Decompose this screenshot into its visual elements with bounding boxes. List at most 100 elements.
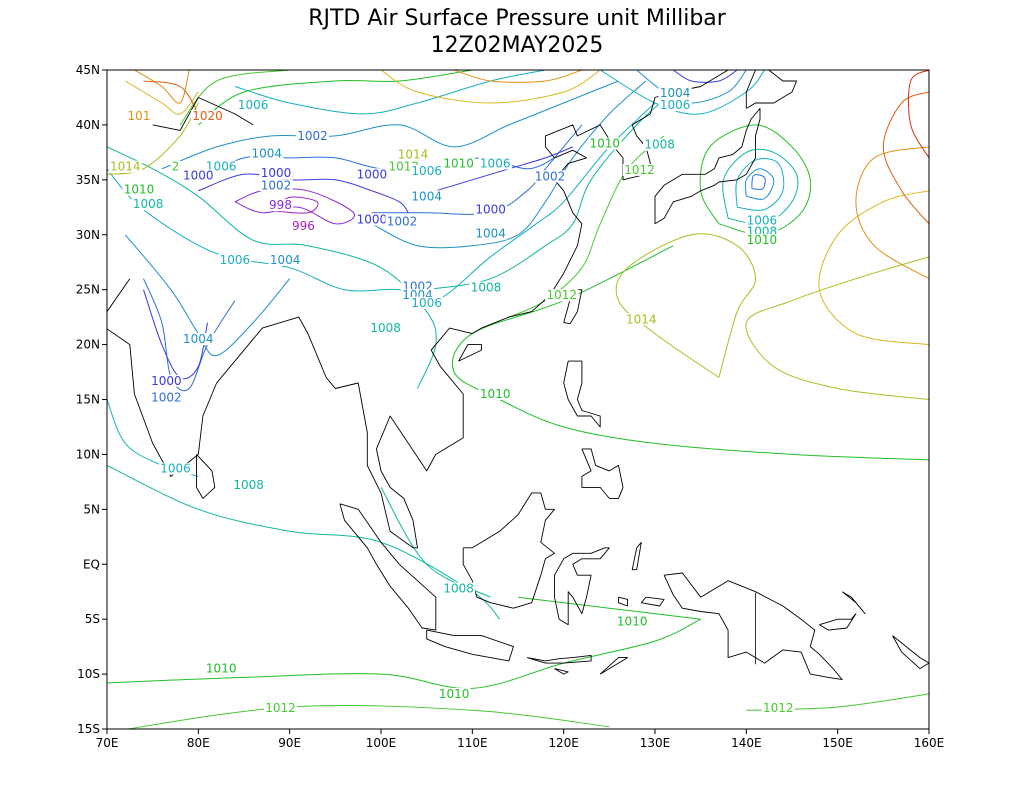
contour-label: 1000 [475, 203, 506, 217]
x-tick-label: 90E [278, 736, 301, 750]
y-tick-label: 35N [76, 173, 100, 187]
isobar-1018 [855, 146, 929, 280]
contour-label-bg [158, 462, 193, 475]
isobar-1012 [125, 705, 610, 729]
contour-label-bg [385, 215, 419, 228]
contour-label: 1014 [398, 148, 429, 162]
isobar-1006 [599, 70, 765, 115]
contour-label: 1004 [660, 86, 691, 100]
coastline [554, 547, 610, 626]
isobar-1002 [371, 124, 583, 215]
isobar-1000 [198, 173, 409, 214]
x-axis: 70E 80E 90E 100E 110E 120E 130E 140E 150E 160E [96, 729, 944, 750]
contour-label-bg [437, 687, 471, 700]
contour-label: 101 [128, 109, 151, 123]
isobar-1000 [673, 70, 738, 83]
coastline [196, 454, 216, 499]
isobar-1014 [615, 233, 757, 378]
contour-label-bg [108, 160, 142, 173]
contour-label-bg [131, 198, 165, 210]
contour-label: 1006 [160, 462, 191, 476]
coastline [745, 70, 798, 109]
coastline [581, 448, 624, 499]
contour-label: 1004 [475, 227, 506, 241]
x-tick-label: 130E [640, 736, 671, 750]
contour-label-bg [658, 99, 692, 112]
y-tick-label: 25N [76, 283, 100, 297]
contour-label-bg [545, 289, 579, 302]
contour-label-bg [267, 199, 294, 212]
contour-label-bg [122, 183, 156, 196]
coastline [152, 97, 254, 131]
contour-label: 1020 [192, 109, 223, 123]
y-axis: 45N 40N 35N 30N 25N 20N 15N 10N 5N EQ 5S 10S 15S [76, 63, 107, 736]
coastlines [107, 70, 929, 681]
coastline [618, 596, 629, 607]
contour-label-bg [355, 168, 389, 181]
x-tick-label: 100E [366, 736, 397, 750]
contour-label: 1010 [590, 137, 621, 151]
contour-label: 1002 [387, 215, 418, 229]
y-tick-label: EQ [83, 557, 100, 571]
x-tick-label: 140E [731, 736, 762, 750]
contour-label-bg [469, 281, 503, 294]
coastline [554, 668, 569, 675]
y-tick-label: 10N [76, 447, 100, 461]
contour-label-bg [236, 99, 270, 112]
coastline [599, 657, 629, 675]
coastline [654, 107, 761, 225]
contour-label: 1010 [617, 614, 648, 628]
contour-label-bg [643, 138, 677, 151]
isobar-1004 [744, 168, 775, 200]
coastline [892, 635, 929, 670]
coastline [462, 492, 555, 609]
contour-label-bg [268, 254, 302, 266]
contour-label: 1002 [297, 129, 328, 143]
contour-label-bg [745, 214, 779, 227]
contour-label-bg [745, 234, 779, 247]
contour-label-bg [369, 322, 403, 335]
contour-label-bg [355, 213, 389, 226]
contour-label: 1012 [763, 701, 794, 715]
contour-label: 1010 [439, 687, 470, 701]
contour-label-bg [761, 702, 795, 715]
isobar-1008 [426, 91, 674, 291]
contour-label-bg [190, 110, 225, 123]
x-tick-label: 70E [96, 736, 119, 750]
contour-label: 1010 [206, 662, 237, 676]
isobar-1010 [198, 70, 473, 126]
contour-label-bg [474, 203, 508, 216]
contour-label: 1008 [370, 321, 401, 335]
contour-label: 1008 [443, 581, 474, 595]
contour-label-bg [410, 296, 444, 309]
y-tick-label: 45N [76, 63, 100, 77]
contour-label-bg [149, 391, 183, 404]
y-tick-label: 40N [76, 118, 100, 132]
contour-label: 1006 [411, 164, 442, 178]
contour-label-bg [263, 702, 298, 715]
contour-label: 1012 [547, 288, 578, 302]
contour-label: 1014 [626, 312, 657, 326]
contour-label-bg [396, 148, 430, 161]
contour-label: 1006 [220, 253, 251, 267]
contour-label-bg [250, 147, 284, 160]
coastline [563, 360, 601, 428]
contour-label-bg [259, 167, 293, 180]
coastline [107, 70, 729, 549]
contour-label: 1000 [261, 166, 292, 180]
contour-label: 1000 [357, 212, 388, 226]
isobar-1018 [134, 70, 190, 104]
isobar-1016 [125, 80, 199, 115]
y-tick-label: 15N [76, 393, 100, 407]
contour-label: 1008 [471, 281, 502, 295]
contour-label: 1006 [660, 98, 691, 112]
contour-label: 1006 [238, 98, 269, 112]
isobar-1008 [107, 464, 501, 620]
contour-label-bg [442, 157, 476, 170]
isobar-1018 [453, 70, 583, 83]
y-tick-label: 15S [77, 722, 100, 736]
isobar-1008 [107, 146, 437, 389]
contour-label-bg [533, 170, 567, 183]
isobar-1008 [380, 487, 491, 598]
contour-label: 1010 [480, 387, 511, 401]
